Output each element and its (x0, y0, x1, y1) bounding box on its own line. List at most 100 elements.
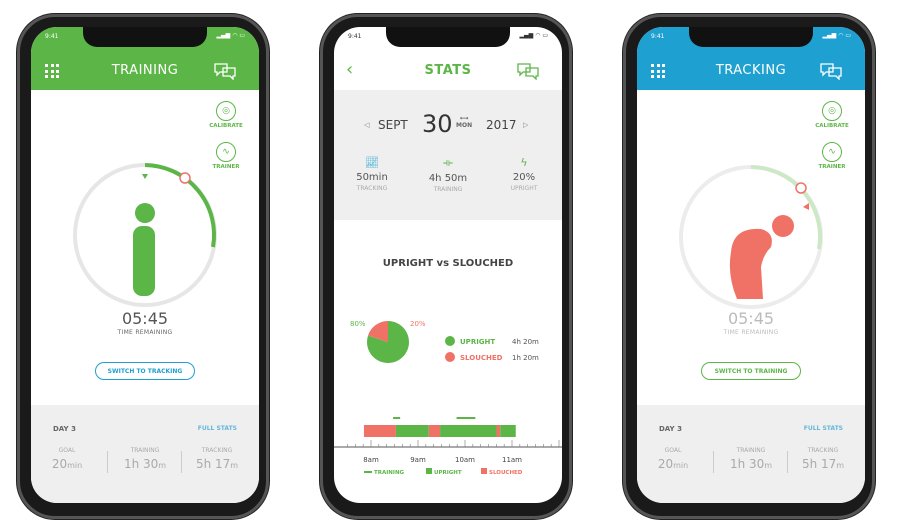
tick-label: 9am (410, 456, 426, 464)
legend-dot-slouched (445, 352, 455, 362)
date-panel: ◁ SEPT 30 ⟷ MON 2017 ▷ 📈︎ 50min TRACKING ⟛ 4… (334, 90, 562, 220)
stats-chart: 80% 20% UPRIGHT 4h 20m SLOUCHED 1h 20m 8am 9am 1… (334, 320, 562, 476)
marker-icon (803, 203, 809, 210)
next-date-icon[interactable]: ▷ (523, 121, 529, 129)
menu-grid-icon[interactable] (651, 64, 665, 78)
switch-to-training-button[interactable]: SWITCH TO TRAINING (701, 362, 801, 380)
calibrate-button[interactable]: ◎ CALIBRATE (815, 101, 849, 129)
status-time: 9:41 (45, 33, 59, 40)
legend-duration-upright: 4h 20m (512, 338, 539, 346)
time-remaining-label: TIME REMAINING (723, 329, 779, 336)
chat-icon[interactable] (819, 62, 843, 80)
stats-screen: 9:41 ▂▄▆ ◠ ▭ ‹ STATS ◁ SEPT 30 ⟷ MON 2017… (334, 27, 562, 503)
status-time: 9:41 (348, 33, 362, 40)
training-mark (456, 417, 476, 419)
summary-upright: ϟ 20% UPRIGHT (494, 156, 554, 193)
chart-icon: 📈︎ (365, 156, 379, 169)
tick-label: 11am (502, 456, 522, 464)
summary-training: ⟛ 4h 50m TRAINING (418, 156, 478, 193)
summary-tracking: 📈︎ 50min TRACKING (342, 156, 402, 193)
legend-training-line (364, 471, 372, 473)
training-screen: 9:41 ▂▄▆ ◠ ▭ TRAINING ◎ CALIBRATE ∿ TRAINE… (31, 27, 259, 503)
target-icon: ◎ (822, 101, 842, 121)
legend-label-slouched: SLOUCHED (460, 354, 503, 362)
status-time: 9:41 (651, 33, 665, 40)
progress-arc (144, 163, 217, 248)
timeline-segment-upright (395, 425, 429, 437)
timeline-segment-upright (440, 425, 497, 437)
target-icon: ◎ (216, 101, 236, 121)
legend-box-slouched (481, 468, 487, 474)
time-remaining: 05:45 (727, 309, 775, 328)
day-label: DAY 3 (53, 425, 76, 433)
menu-grid-icon[interactable] (45, 64, 59, 78)
day-number: 30 (422, 110, 453, 138)
notch (689, 27, 813, 47)
daily-summary: DAY 3 FULL STATS GOAL 20min TRAINING 1h 30… (31, 405, 259, 503)
calibrate-button[interactable]: ◎ CALIBRATE (209, 101, 243, 129)
training-stat: TRAINING 1h 30m (729, 447, 773, 471)
year: 2017 (486, 118, 517, 132)
dumbbell-icon: ⟷ (459, 115, 469, 122)
progress-handle (179, 172, 191, 184)
training-mark (393, 417, 401, 419)
trainer-button[interactable]: ∿ TRAINER (209, 142, 243, 170)
daily-summary: DAY 3 FULL STATS GOAL 20min TRAINING 1h 30… (637, 405, 865, 503)
notch (83, 27, 207, 47)
legend-label: SLOUCHED (489, 470, 523, 476)
timeline-segment-upright (500, 425, 516, 437)
training-stat: TRAINING 1h 30m (123, 447, 167, 471)
legend-dot-upright (445, 336, 455, 346)
trainer-button[interactable]: ∿ TRAINER (815, 142, 849, 170)
tick-label: 8am (363, 456, 379, 464)
tick-label: 10am (455, 456, 475, 464)
timeline-segment-slouched (363, 425, 396, 437)
pie-label-slouched: 20% (410, 320, 426, 328)
status-icons: ▂▄▆ ◠ ▭ (822, 32, 851, 39)
page-title: TRAINING (111, 63, 179, 78)
timeline-segment-slouched (428, 425, 441, 437)
status-icons: ▂▄▆ ◠ ▭ (216, 32, 245, 39)
tracking-stat: TRACKING 5h 17m (195, 447, 239, 471)
progress-ring (679, 165, 823, 309)
full-stats-link[interactable]: FULL STATS (197, 425, 237, 432)
tracking-stat: TRACKING 5h 17m (801, 447, 845, 471)
posture-icon: ϟ (520, 156, 528, 169)
trainer-icon: ∿ (216, 142, 236, 162)
page-title: STATS (424, 63, 472, 78)
legend-duration-slouched: 1h 20m (512, 354, 539, 362)
tracking-screen: 9:41 ▂▄▆ ◠ ▭ TRACKING ◎ CALIBRATE ∿ TRAINE… (637, 27, 865, 503)
switch-to-tracking-button[interactable]: SWITCH TO TRACKING (95, 362, 195, 380)
legend-label-upright: UPRIGHT (460, 338, 495, 346)
summary-stats: 📈︎ 50min TRACKING ⟛ 4h 50m TRAINING ϟ 20% UPRI… (334, 156, 562, 193)
legend-label: UPRIGHT (434, 470, 462, 476)
slouched-figure-icon (729, 215, 794, 299)
day-label: DAY 3 (659, 425, 682, 433)
goal-stat: GOAL 20min (51, 447, 83, 471)
status-icons: ▂▄▆ ◠ ▭ (519, 32, 548, 39)
progress-ring (73, 163, 217, 307)
page-title: TRACKING (715, 63, 787, 78)
dumbbell-icon: ⟛ (443, 156, 453, 169)
upright-figure-icon (133, 203, 155, 296)
chat-icon[interactable] (516, 62, 540, 80)
back-chevron-icon[interactable]: ‹ (346, 59, 354, 80)
time-remaining: 05:45 (121, 309, 169, 328)
time-remaining-label: TIME REMAINING (117, 329, 173, 336)
progress-handle (795, 182, 807, 194)
weekday: ⟷ MON (456, 115, 473, 129)
month: SEPT (378, 118, 408, 132)
trainer-icon: ∿ (822, 142, 842, 162)
timeline-segment-slouched (496, 425, 501, 437)
goal-stat: GOAL 20min (657, 447, 689, 471)
pie-label-upright: 80% (350, 320, 366, 328)
chart-title: UPRIGHT vs SLOUCHED (382, 258, 514, 269)
legend-box-upright (426, 468, 432, 474)
prev-date-icon[interactable]: ◁ (364, 121, 370, 129)
pie-slice-slouched (368, 321, 388, 342)
full-stats-link[interactable]: FULL STATS (803, 425, 843, 432)
marker-icon (142, 174, 148, 179)
legend-label: TRAINING (374, 470, 405, 476)
notch (386, 27, 510, 47)
chat-icon[interactable] (213, 62, 237, 80)
